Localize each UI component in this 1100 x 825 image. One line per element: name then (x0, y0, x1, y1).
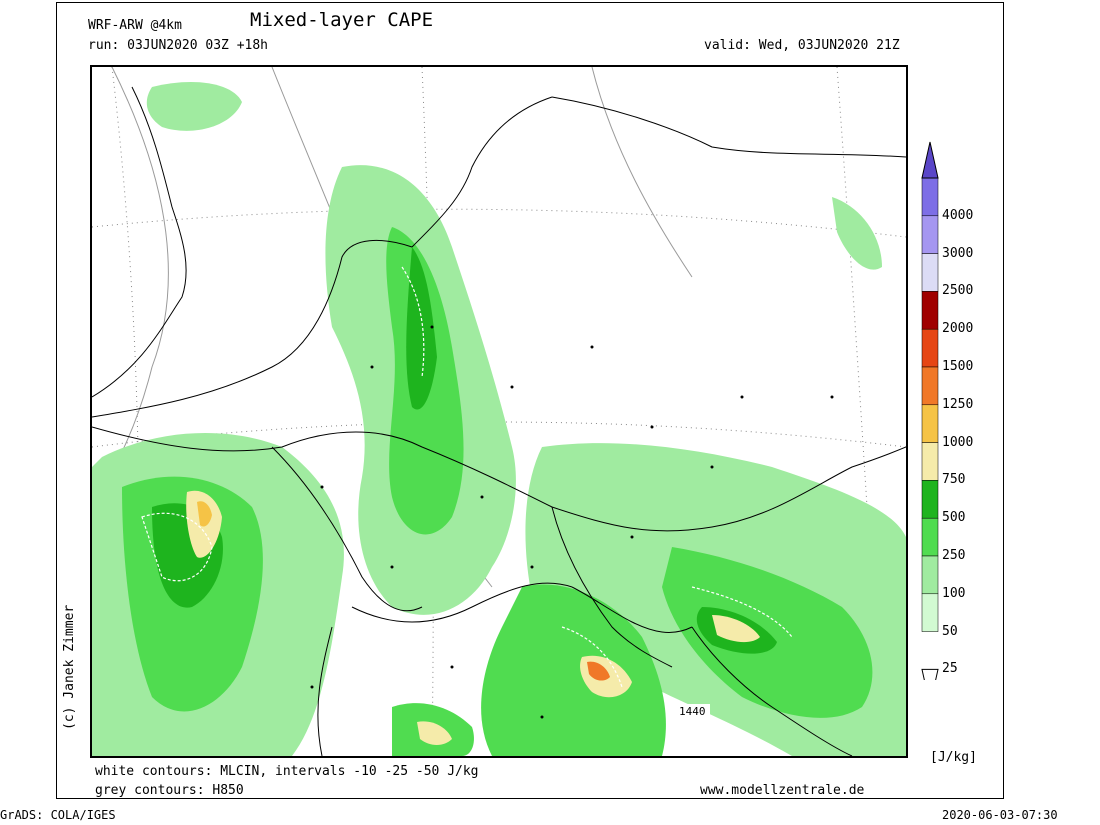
legend-swatch (921, 517, 939, 557)
credit-label: (c) Janek Zimmer (62, 604, 77, 730)
white-contours-note: white contours: MLCIN, intervals -10 -25… (95, 764, 479, 779)
legend-swatch (921, 480, 939, 519)
legend-swatch (921, 442, 939, 481)
run-label: run: 03JUN2020 03Z +18h (88, 38, 269, 53)
map-canvas: 1440 (92, 67, 906, 756)
legend-swatch (921, 555, 939, 595)
legend-tick-label: 25 (942, 661, 958, 677)
timestamp-label: 2020-06-03-07:30 (942, 808, 1058, 822)
contour-label-box (676, 704, 710, 718)
model-label: WRF-ARW @4km (88, 18, 182, 33)
grads-label: GrADS: COLA/IGES (0, 808, 116, 822)
valid-label: valid: Wed, 03JUN2020 21Z (704, 38, 900, 53)
color-legend (921, 141, 939, 680)
legend-swatch (921, 404, 939, 443)
legend-arrow-low (921, 668, 939, 680)
legend-swatch (921, 253, 939, 292)
legend-swatch (921, 215, 939, 254)
legend-tick-label: 250 (942, 548, 966, 563)
legend-tick-label: 1000 (942, 434, 974, 450)
legend-tick-label: 4000 (942, 207, 974, 223)
legend-swatch (921, 366, 939, 406)
borders-coastlines (92, 86, 906, 756)
legend-arrow-high (921, 141, 939, 179)
legend-swatch (921, 328, 939, 368)
legend-tick-label: 1250 (942, 396, 974, 412)
legend-swatch (921, 177, 939, 217)
city-markers (310, 325, 834, 719)
legend-tick-label: 2000 (942, 321, 974, 337)
legend-swatch (921, 593, 939, 632)
legend-tick-label: 750 (942, 472, 966, 488)
legend-swatch (921, 291, 939, 330)
figure-frame (56, 2, 1004, 799)
legend-tick-label: 1500 (942, 359, 974, 374)
legend-tick-label: 2500 (942, 283, 974, 299)
cape-map: 1440 (90, 65, 908, 758)
legend-tick-label: 100 (942, 585, 966, 601)
legend-tick-label: 3000 (942, 245, 974, 261)
cape-shading (92, 82, 906, 756)
legend-tick-label: 500 (942, 510, 966, 526)
mlcin-contours (141, 266, 793, 688)
contour-label: 1440 (679, 705, 706, 718)
legend-tick-label: 50 (942, 623, 958, 639)
legend-unit: [J/kg] (930, 750, 977, 765)
website-label: www.modellzentrale.de (700, 783, 865, 798)
grey-contours-note: grey contours: H850 (95, 783, 244, 798)
map-title: Mixed-layer CAPE (250, 9, 434, 31)
